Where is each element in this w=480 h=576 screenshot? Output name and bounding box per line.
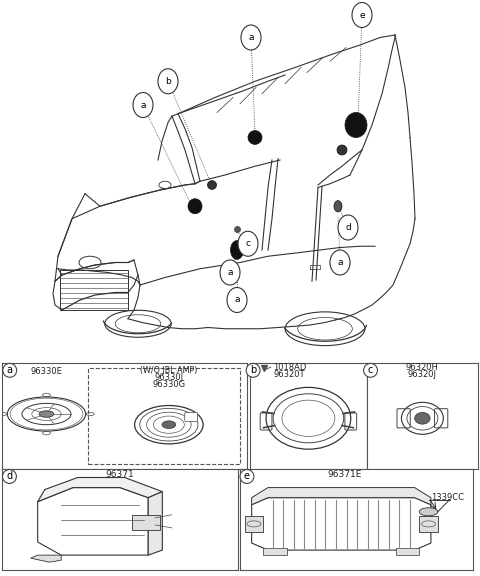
Text: d: d (345, 223, 351, 232)
Text: c: c (245, 239, 251, 248)
Bar (396, 548, 419, 555)
Text: 96320H: 96320H (406, 363, 439, 372)
Circle shape (241, 25, 261, 50)
Circle shape (238, 231, 258, 256)
Ellipse shape (248, 131, 262, 145)
Circle shape (352, 2, 372, 28)
Circle shape (39, 411, 54, 417)
Text: b: b (250, 365, 256, 376)
Text: 96320J: 96320J (408, 370, 437, 379)
Text: 96371E: 96371E (327, 470, 362, 479)
Text: 1018AD: 1018AD (273, 363, 307, 372)
Polygon shape (148, 492, 162, 555)
Text: a: a (234, 295, 240, 305)
Polygon shape (252, 487, 431, 505)
Text: d: d (6, 472, 12, 482)
Ellipse shape (334, 200, 342, 212)
Text: 96330J: 96330J (154, 373, 183, 382)
Text: 96371: 96371 (106, 470, 134, 479)
Circle shape (220, 260, 240, 285)
Text: b: b (165, 77, 171, 86)
Text: 96330G: 96330G (152, 380, 185, 389)
Bar (245, 516, 264, 532)
Ellipse shape (230, 241, 243, 259)
Circle shape (227, 287, 247, 313)
Polygon shape (37, 487, 148, 555)
Bar (132, 515, 160, 530)
Text: 1339CC: 1339CC (431, 493, 464, 502)
Ellipse shape (162, 421, 176, 429)
Text: a: a (7, 365, 13, 376)
Text: (W/O JBL AMP): (W/O JBL AMP) (140, 366, 198, 375)
Ellipse shape (188, 199, 202, 214)
Circle shape (133, 93, 153, 118)
Polygon shape (37, 478, 162, 502)
Circle shape (158, 69, 178, 94)
Text: 96320T: 96320T (273, 370, 305, 379)
Text: a: a (337, 258, 343, 267)
Polygon shape (252, 498, 431, 550)
Text: e: e (244, 472, 250, 482)
Circle shape (338, 215, 358, 240)
Text: e: e (359, 10, 365, 20)
Circle shape (419, 508, 438, 516)
Circle shape (330, 250, 350, 275)
Polygon shape (31, 555, 61, 562)
Ellipse shape (345, 112, 367, 138)
Text: 96330E: 96330E (31, 367, 62, 376)
Text: a: a (227, 268, 233, 277)
Ellipse shape (337, 145, 347, 155)
Ellipse shape (415, 412, 430, 424)
Bar (419, 516, 438, 532)
FancyBboxPatch shape (185, 412, 197, 422)
Text: a: a (248, 33, 254, 42)
Text: a: a (140, 100, 146, 109)
Text: c: c (368, 365, 373, 376)
Bar (263, 548, 287, 555)
Ellipse shape (207, 181, 216, 190)
